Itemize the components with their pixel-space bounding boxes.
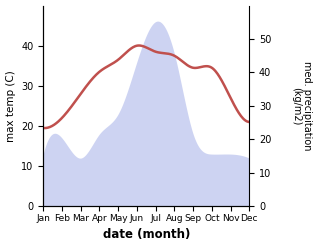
X-axis label: date (month): date (month) [103, 228, 190, 242]
Y-axis label: max temp (C): max temp (C) [5, 70, 16, 142]
Y-axis label: med. precipitation
(kg/m2): med. precipitation (kg/m2) [291, 61, 313, 151]
